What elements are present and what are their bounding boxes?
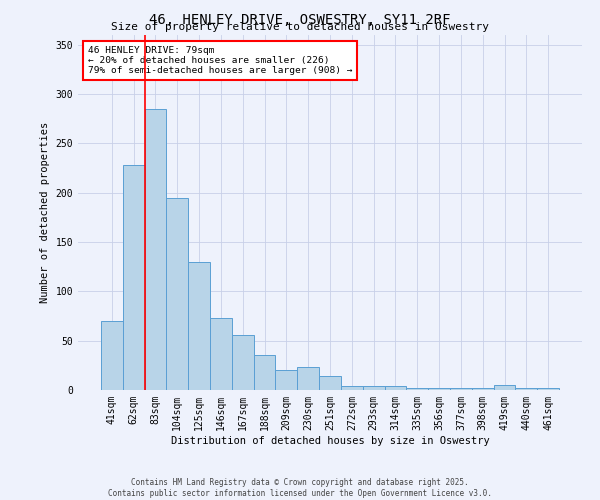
Bar	[341, 386, 363, 390]
Bar	[145, 109, 166, 390]
Bar	[275, 370, 297, 390]
Text: 46, HENLEY DRIVE, OSWESTRY, SY11 2RF: 46, HENLEY DRIVE, OSWESTRY, SY11 2RF	[149, 12, 451, 26]
Bar	[254, 356, 275, 390]
Bar	[515, 388, 537, 390]
Bar	[123, 165, 145, 390]
Bar	[166, 198, 188, 390]
Bar	[188, 262, 210, 390]
Bar	[450, 388, 472, 390]
Bar	[319, 376, 341, 390]
Bar	[537, 388, 559, 390]
Text: 46 HENLEY DRIVE: 79sqm
← 20% of detached houses are smaller (226)
79% of semi-de: 46 HENLEY DRIVE: 79sqm ← 20% of detached…	[88, 46, 353, 76]
Bar	[232, 335, 254, 390]
Bar	[428, 388, 450, 390]
Bar	[472, 388, 494, 390]
Bar	[406, 388, 428, 390]
Bar	[385, 386, 406, 390]
Bar	[494, 385, 515, 390]
Text: Size of property relative to detached houses in Oswestry: Size of property relative to detached ho…	[111, 22, 489, 32]
Bar	[210, 318, 232, 390]
Y-axis label: Number of detached properties: Number of detached properties	[40, 122, 50, 303]
Bar	[101, 321, 123, 390]
Bar	[363, 386, 385, 390]
X-axis label: Distribution of detached houses by size in Oswestry: Distribution of detached houses by size …	[170, 436, 490, 446]
Text: Contains HM Land Registry data © Crown copyright and database right 2025.
Contai: Contains HM Land Registry data © Crown c…	[108, 478, 492, 498]
Bar	[297, 368, 319, 390]
